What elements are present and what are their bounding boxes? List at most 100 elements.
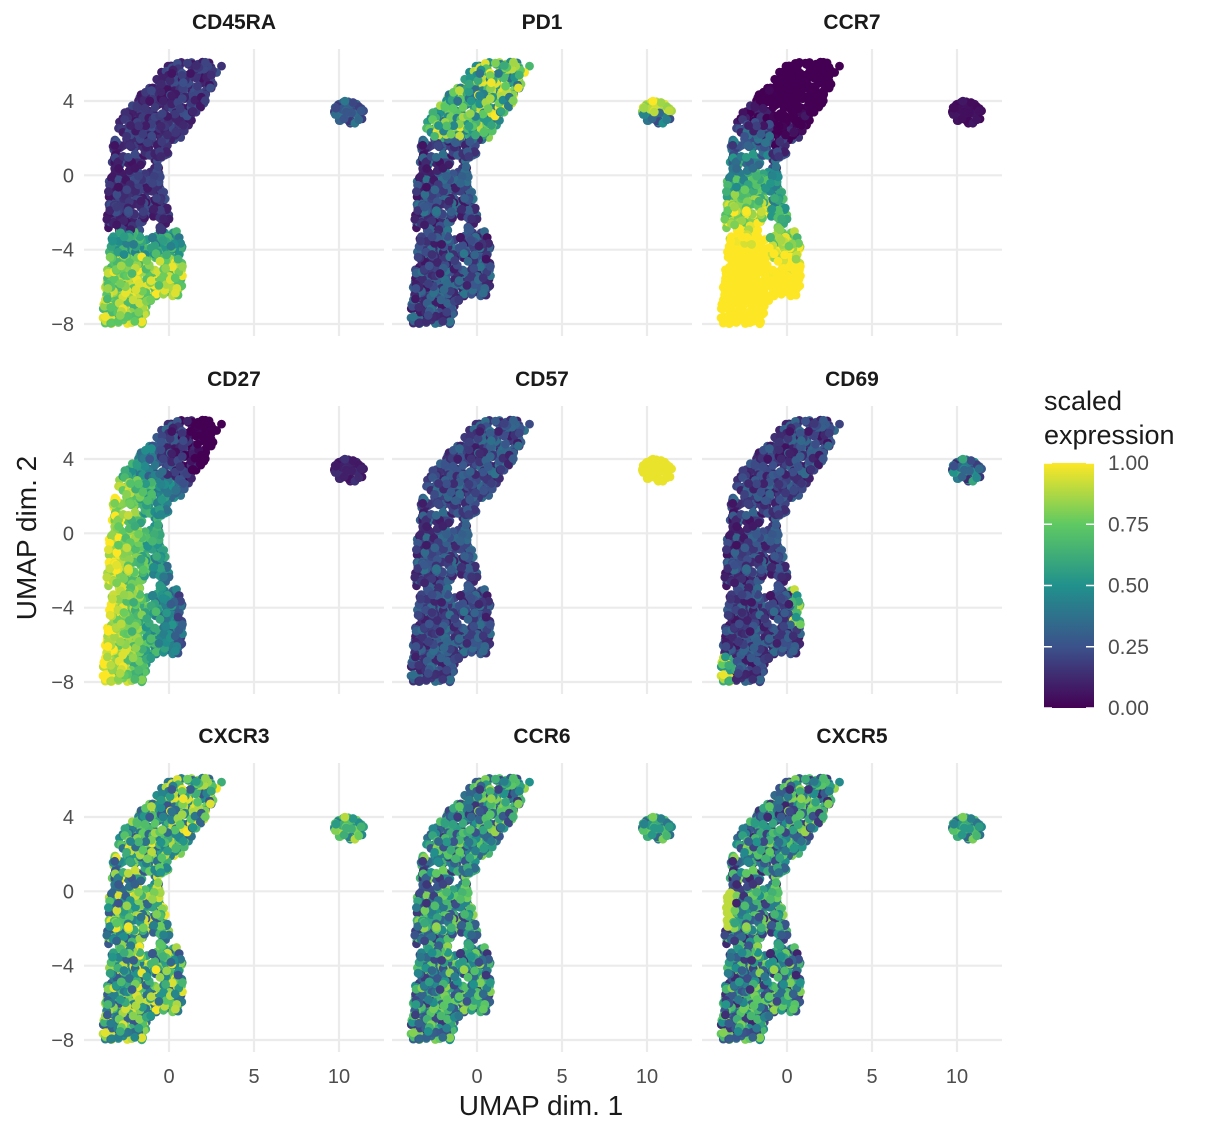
scatter-point <box>139 207 148 217</box>
scatter-point <box>469 264 478 273</box>
scatter-point <box>103 284 113 293</box>
scatter-point <box>170 273 180 283</box>
scatter-point <box>766 178 775 188</box>
scatter-point <box>752 307 762 317</box>
scatter-point <box>147 131 157 141</box>
scatter-point <box>748 163 758 173</box>
scatter-points <box>716 57 986 329</box>
scatter-point <box>183 58 192 68</box>
scatter-point <box>177 94 187 103</box>
scatter-point <box>772 281 782 290</box>
scatter-point <box>104 187 113 197</box>
scatter-point <box>740 132 749 141</box>
scatter-point <box>115 311 125 320</box>
scatter-point <box>494 69 503 78</box>
scatter-point <box>106 302 116 312</box>
scatter-point <box>166 241 176 251</box>
scatter-point <box>436 295 446 305</box>
scatter-point <box>728 140 738 150</box>
scatter-point <box>155 256 165 266</box>
scatter-point <box>760 256 770 265</box>
scatter-point <box>142 256 152 265</box>
scatter-point <box>474 241 484 251</box>
scatter-point <box>752 279 762 288</box>
scatter-point <box>455 86 464 95</box>
scatter-point <box>465 109 475 118</box>
scatter-point <box>119 216 129 226</box>
scatter-point <box>140 103 150 113</box>
scatter-point <box>422 182 431 192</box>
scatter-point <box>159 271 169 281</box>
scatter-point <box>134 279 144 288</box>
scatter-point <box>105 180 114 190</box>
scatter-point <box>774 87 784 97</box>
scatter-point <box>784 241 794 251</box>
scatter-point <box>129 240 139 249</box>
scatter-point <box>966 98 976 107</box>
scatter-point <box>461 162 471 172</box>
scatter-point <box>769 249 779 259</box>
scatter-points <box>98 57 368 329</box>
scatter-point <box>422 164 432 173</box>
scatter-point <box>959 107 969 117</box>
scatter-point <box>156 121 166 131</box>
scatter-point <box>105 252 115 262</box>
scatter-point <box>776 236 786 245</box>
scatter-point <box>514 70 524 80</box>
scatter-point <box>158 96 168 106</box>
scatter-point <box>479 128 489 138</box>
panel-cd27: CD27 <box>84 368 384 694</box>
scatter-point <box>486 78 496 88</box>
scatter-point <box>789 128 799 138</box>
scatter-point <box>119 250 129 259</box>
scatter-point <box>178 78 188 88</box>
scatter-point <box>470 250 479 260</box>
scatter-point <box>764 276 774 286</box>
scatter-point <box>464 152 474 161</box>
scatter-point <box>168 262 177 272</box>
scatter-point <box>100 312 110 322</box>
scatter-point <box>466 236 476 245</box>
scatter-point <box>462 281 472 290</box>
scatter-point <box>114 164 124 173</box>
scatter-point <box>134 307 144 317</box>
scatter-point <box>112 190 122 199</box>
scatter-point <box>147 86 156 95</box>
scatter-point <box>186 69 195 78</box>
scatter-point <box>475 91 484 100</box>
scatter-point <box>206 70 216 80</box>
scatter-point <box>974 106 984 116</box>
scatter-point <box>744 121 753 130</box>
scatter-point <box>433 141 443 151</box>
scatter-point <box>819 57 828 67</box>
scatter-point <box>455 233 465 243</box>
scatter-point <box>176 238 186 248</box>
scatter-point <box>165 76 175 85</box>
scatter-point <box>116 261 126 271</box>
scatter-point <box>130 149 140 159</box>
scatter-point <box>138 129 148 139</box>
scatter-point <box>423 311 433 320</box>
scatter-point <box>774 121 784 131</box>
scatter-point <box>781 130 790 140</box>
scatter-point <box>487 120 496 130</box>
scatter-point <box>122 185 132 195</box>
scatter-point <box>732 164 742 173</box>
scatter-point <box>217 61 226 71</box>
scatter-point <box>126 121 135 130</box>
scatter-point <box>662 115 672 125</box>
scatter-point <box>811 81 820 91</box>
scatter-point <box>124 258 134 267</box>
scatter-point <box>128 295 138 305</box>
scatter-point <box>514 83 523 93</box>
scatter-point <box>122 132 131 141</box>
scatter-point <box>756 129 766 139</box>
scatter-point <box>779 264 788 273</box>
scatter-point <box>431 152 441 162</box>
scatter-point <box>496 107 506 116</box>
scatter-point <box>773 256 783 266</box>
scatter-point <box>151 289 161 299</box>
scatter-point <box>742 206 751 216</box>
